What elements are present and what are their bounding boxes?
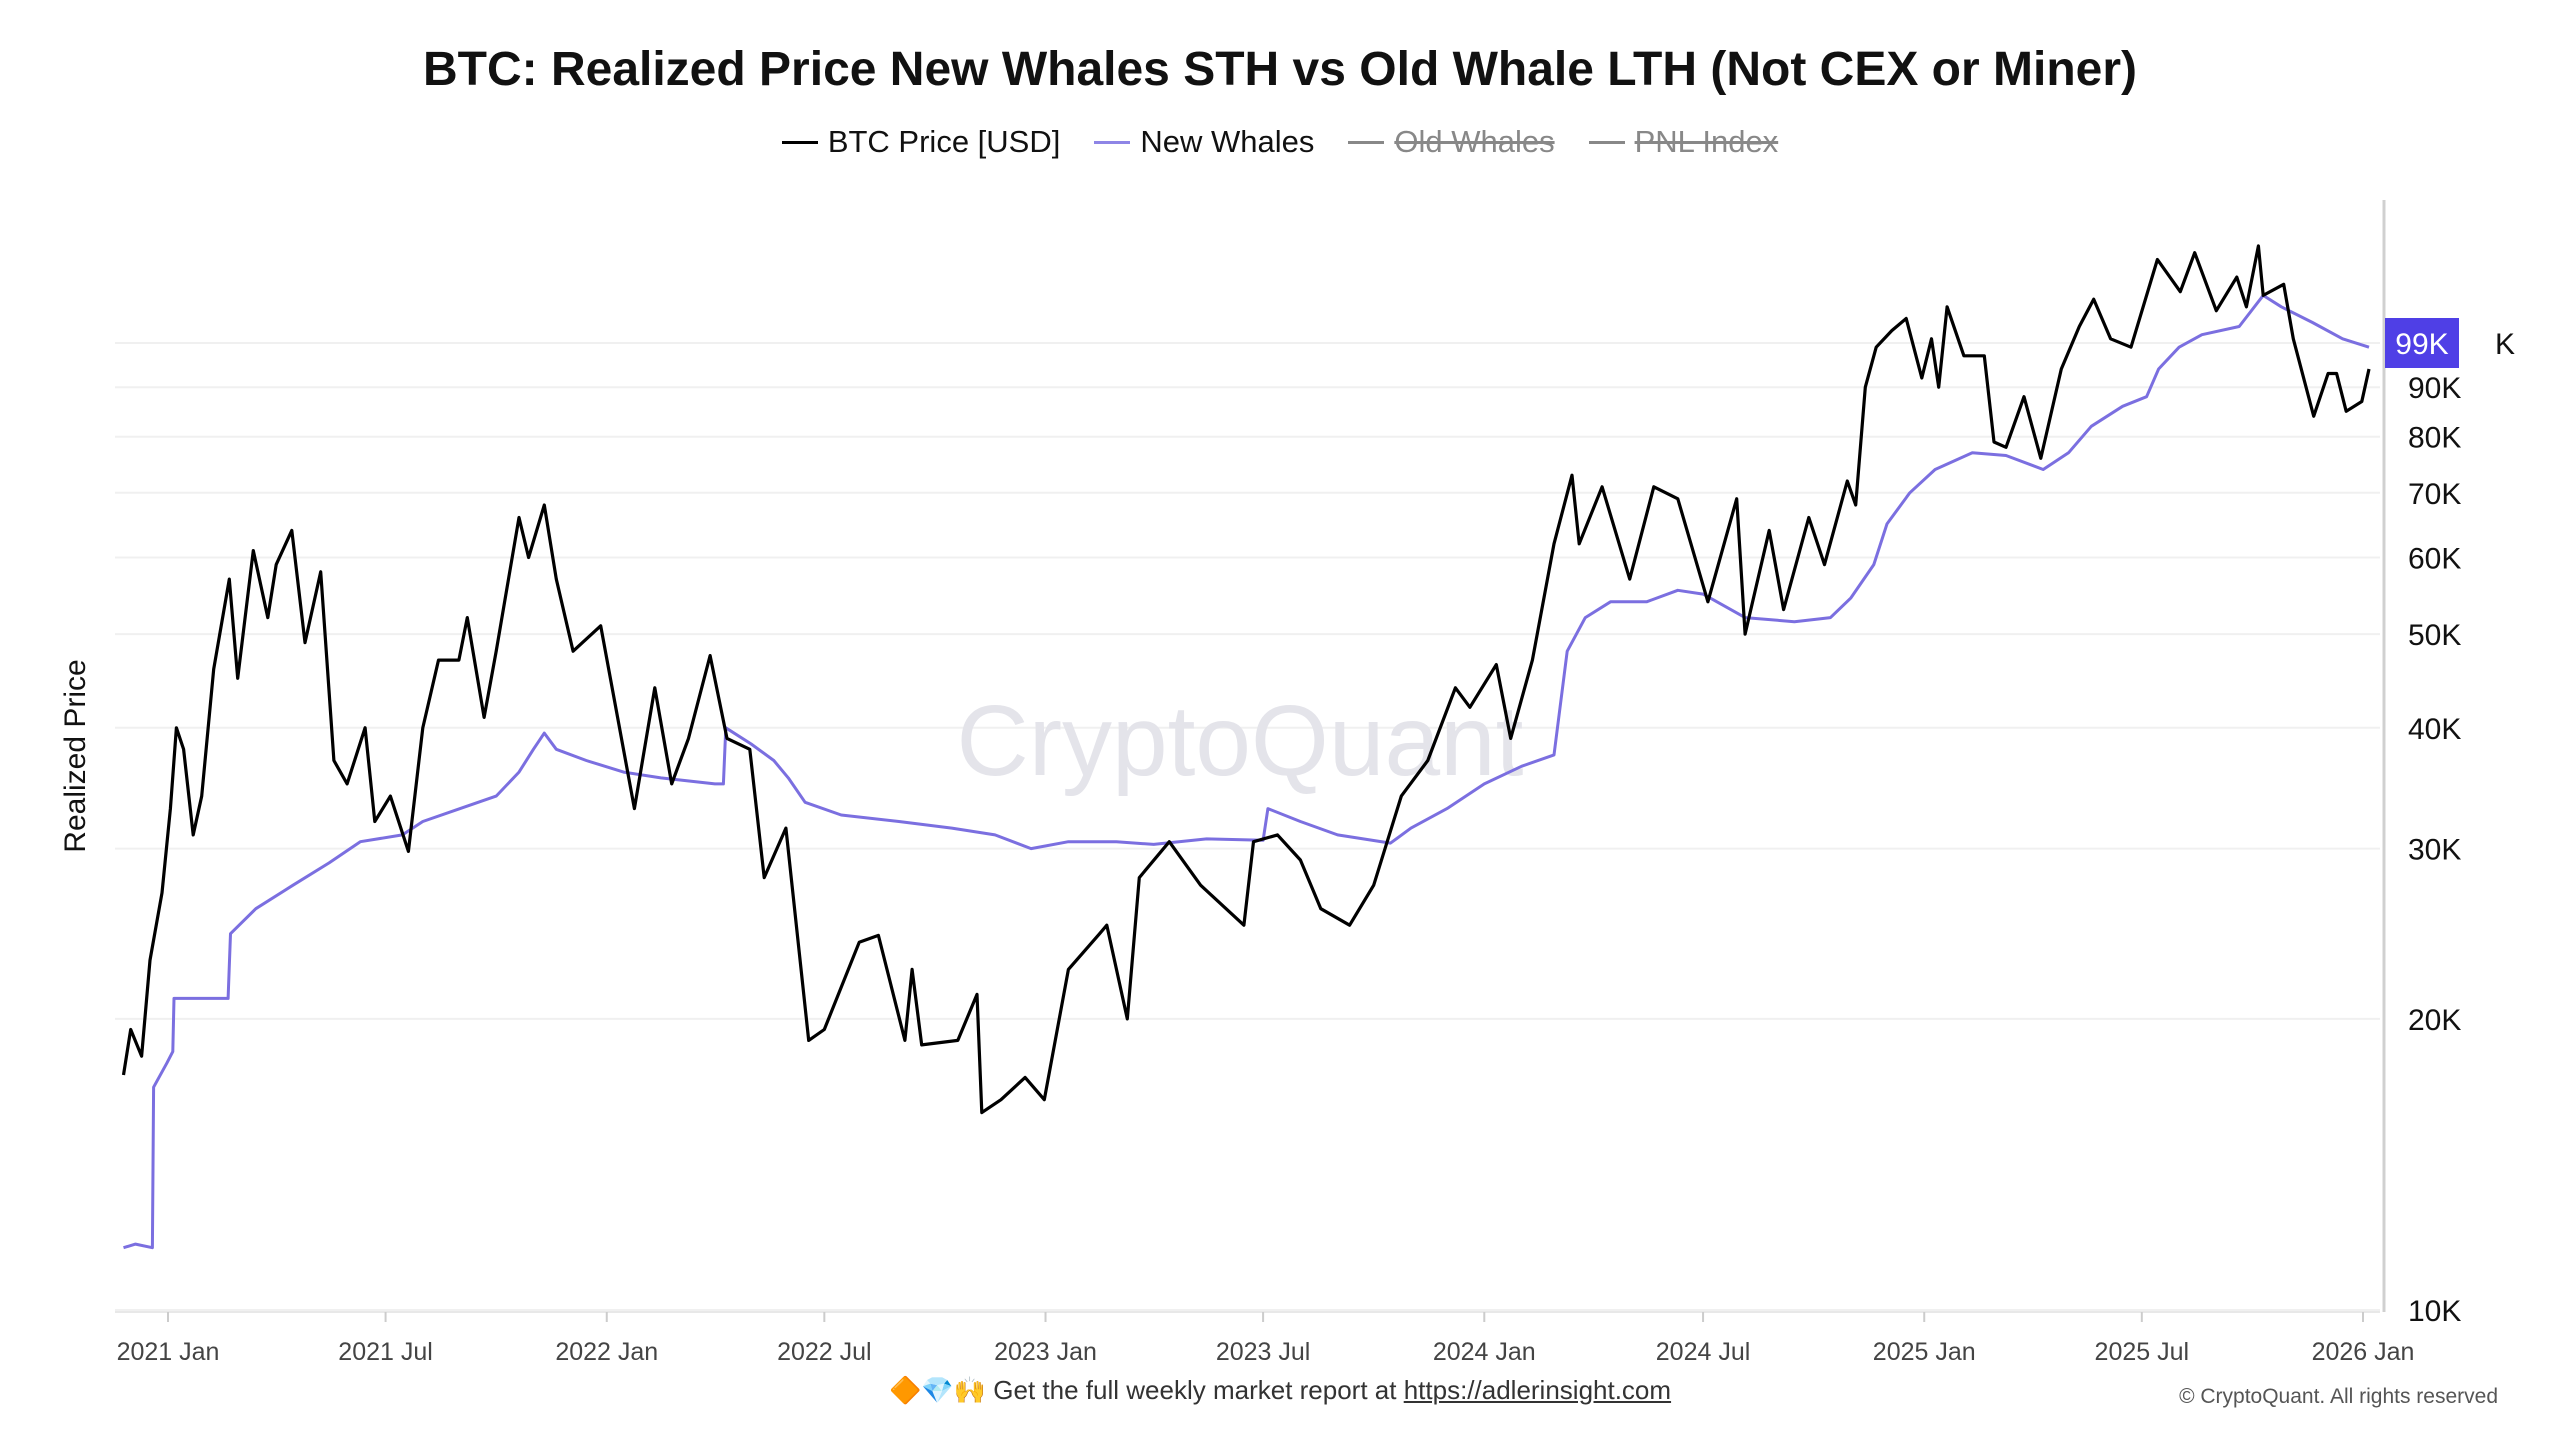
y-tick-label: K — [2495, 328, 2515, 361]
legend-swatch — [781, 140, 818, 144]
y-tick-label: 20K — [2408, 1004, 2461, 1037]
y-tick-label: 10K — [2408, 1295, 2461, 1328]
x-tick-label: 2026 Jan — [2312, 1338, 2415, 1366]
footer-link[interactable]: https://adlerinsight.com — [1403, 1375, 1672, 1405]
x-tick-label: 2023 Jul — [1216, 1338, 1311, 1366]
legend-item-btc-price[interactable]: BTC Price [USD] — [781, 124, 1061, 160]
footer: 🔶💎🙌 Get the full weekly market report at… — [0, 1375, 2560, 1406]
y-tick-label: 80K — [2408, 422, 2461, 455]
series-lines — [121, 244, 2371, 1250]
legend-item-old-whales[interactable]: Old Whales — [1348, 124, 1555, 160]
x-tick-label: 2023 Jan — [994, 1338, 1097, 1366]
x-tick-label: 2021 Jan — [117, 1338, 220, 1366]
y-tick-label: 30K — [2408, 834, 2461, 867]
last-value-badge: 99K — [2385, 318, 2459, 368]
y-axis-ticks: 10K 20K 30K 40K 50K 60K 70K 80K 90K K — [2408, 328, 2515, 1328]
copyright: © CryptoQuant. All rights reserved — [2179, 1385, 2498, 1408]
x-tick-label: 2025 Jul — [2095, 1338, 2190, 1366]
last-value-label: 99K — [2395, 328, 2448, 361]
x-tick-label: 2024 Jan — [1433, 1338, 1536, 1366]
y-tick-label: 60K — [2408, 543, 2461, 576]
legend-item-pnl-index[interactable]: PNL Index — [1588, 124, 1779, 160]
watermark: CryptoQuant — [957, 685, 1524, 797]
x-tick-label: 2022 Jul — [777, 1338, 872, 1366]
series-line-new-whales — [123, 293, 2370, 1250]
legend-swatch — [1588, 140, 1625, 144]
gridlines — [115, 342, 2380, 1311]
x-tick-label: 2024 Jul — [1656, 1338, 1751, 1366]
footer-text: Get the full weekly market report at — [993, 1375, 1397, 1405]
series-line-btc-price — [121, 244, 2371, 1115]
y-tick-label: 70K — [2408, 478, 2461, 511]
legend-label: New Whales — [1140, 124, 1315, 159]
legend-swatch — [1348, 140, 1385, 144]
footer-emoji: 🔶💎🙌 — [888, 1375, 987, 1405]
y-tick-label: 90K — [2408, 372, 2461, 405]
y-axis-label: Realized Price — [59, 659, 92, 852]
legend-swatch — [1094, 140, 1131, 144]
chart-title: BTC: Realized Price New Whales STH vs Ol… — [422, 43, 2138, 96]
legend-label: Old Whales — [1394, 124, 1555, 159]
y-tick-label: 40K — [2408, 713, 2461, 746]
x-tick-label: 2025 Jan — [1873, 1338, 1976, 1366]
legend-item-new-whales[interactable]: New Whales — [1094, 124, 1314, 160]
x-tick-label: 2022 Jan — [555, 1338, 658, 1366]
y-tick-label: 50K — [2408, 619, 2461, 652]
legend-label: BTC Price [USD] — [827, 124, 1061, 159]
legend: BTC Price [USD] New Whales Old Whales PN… — [0, 124, 2560, 160]
x-tick-label: 2021 Jul — [338, 1338, 433, 1366]
x-axis-ticks: 2021 Jan 2021 Jul 2022 Jan 2022 Jul 2023 Jan… — [117, 1312, 2415, 1366]
legend-label: PNL Index — [1634, 124, 1779, 159]
